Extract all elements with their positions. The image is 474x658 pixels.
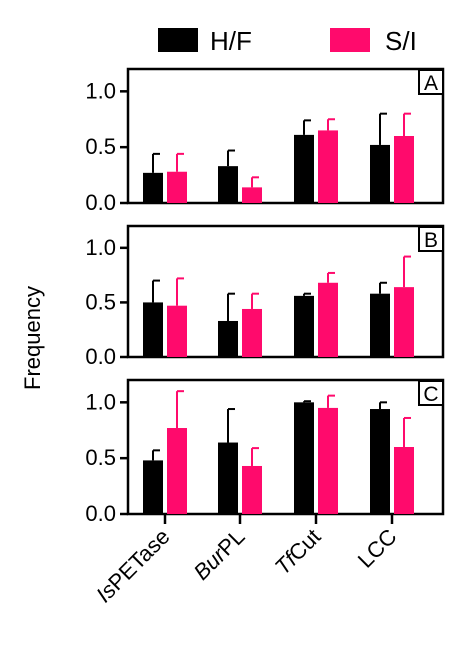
bar-hf-burpl (218, 320, 238, 357)
bar-hf-tfcut (294, 402, 314, 514)
x-tick-label-tfcut: TfCut (270, 524, 326, 580)
legend-swatch-si (330, 28, 370, 52)
x-axis-categories: IsPETase BurPL TfCut LCC (91, 514, 402, 607)
y-tick-label: 0.0 (85, 344, 116, 369)
bar-hf-burpl (218, 166, 238, 203)
bar-si-burpl (242, 465, 262, 514)
legend-label-si: S/I (385, 26, 417, 56)
bar-hf-lcc (370, 409, 390, 514)
panel-c: 0.0 0.5 1.0 C (85, 378, 445, 526)
bar-hf-ispetase (143, 302, 163, 357)
panel-label-text: A (424, 72, 438, 95)
y-tick-label: 0.5 (85, 445, 116, 470)
panel-label-box (418, 380, 444, 406)
y-tick-label: 0.5 (85, 289, 116, 314)
panels: 0.0 0.5 1.0 A 0.0 0.5 1.0 B 0.0 0.5 1.0 C (85, 67, 445, 526)
bar-si-burpl (242, 187, 262, 203)
bar-hf-tfcut (294, 134, 314, 203)
bar-hf-burpl (218, 442, 238, 514)
bar-si-ispetase (167, 171, 187, 203)
panel-label-text: B (424, 229, 438, 252)
bar-si-tfcut (318, 130, 338, 203)
panel-label-box (418, 69, 444, 95)
panel-frame (126, 378, 445, 516)
y-tick-label: 1.0 (85, 235, 116, 260)
bar-hf-lcc (370, 144, 390, 203)
panel-label: C (418, 380, 444, 406)
panel-a: 0.0 0.5 1.0 A (85, 67, 445, 215)
x-tick-label-plain: PETase (103, 524, 174, 595)
panel-label-text: C (423, 383, 438, 406)
legend: H/F S/I (158, 26, 417, 56)
legend-label-hf: H/F (210, 26, 252, 56)
bar-si-lcc (394, 287, 414, 357)
panel-frame (126, 67, 445, 205)
panel-label-box (418, 226, 444, 252)
y-tick-label: 0.5 (85, 134, 116, 159)
bar-si-lcc (394, 136, 414, 203)
bar-si-burpl (242, 308, 262, 357)
x-tick-label-burpl: BurPL (189, 524, 250, 585)
bar-hf-tfcut (294, 295, 314, 357)
y-tick-label: 1.0 (85, 78, 116, 103)
bar-si-ispetase (167, 428, 187, 514)
bar-hf-ispetase (143, 460, 163, 514)
x-tick-label-lcc: LCC (353, 524, 402, 573)
panel-label: B (418, 226, 444, 252)
bar-si-tfcut (318, 282, 338, 357)
y-tick-label: 1.0 (85, 389, 116, 414)
bar-hf-ispetase (143, 172, 163, 203)
y-axis-label: Frequency (20, 286, 45, 390)
panel-label: A (418, 69, 444, 95)
panel-b: 0.0 0.5 1.0 B (85, 224, 445, 369)
bar-hf-lcc (370, 293, 390, 357)
bar-si-tfcut (318, 407, 338, 514)
y-tick-label: 0.0 (85, 190, 116, 215)
legend-swatch-hf (158, 28, 198, 52)
bar-si-lcc (394, 447, 414, 514)
bar-si-ispetase (167, 305, 187, 357)
y-tick-label: 0.0 (85, 501, 116, 526)
panel-frame (126, 224, 445, 359)
x-tick-label-ispetase: IsPETase (91, 524, 174, 607)
